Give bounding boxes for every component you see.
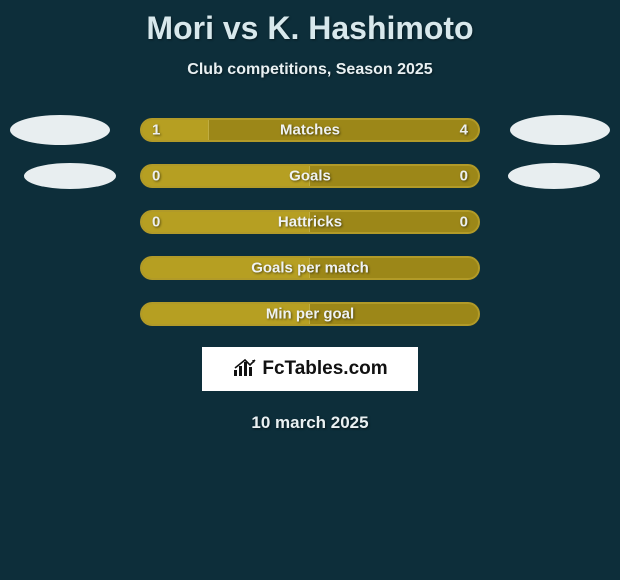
stat-bar-right-fill	[209, 120, 478, 140]
logo-chart-icon	[232, 356, 258, 383]
stat-value-right: 4	[460, 122, 468, 139]
stat-bar-left-fill	[142, 304, 310, 324]
stat-bar-left-fill	[142, 166, 310, 186]
logo-text: FcTables.com	[262, 358, 387, 380]
stat-bar-left-fill	[142, 212, 310, 232]
stat-bar-right-fill	[310, 212, 478, 232]
logo-box: FcTables.com	[202, 347, 418, 391]
stat-value-left: 0	[152, 214, 160, 231]
comparison-rows: 14Matches00Goals00HattricksGoals per mat…	[0, 117, 620, 327]
stat-value-left: 1	[152, 122, 160, 139]
stat-row: 14Matches	[0, 117, 620, 143]
player-avatar-right	[510, 115, 610, 145]
player-avatar-left	[10, 115, 110, 145]
stat-bar-left-fill	[142, 258, 310, 278]
stat-row: 00Hattricks	[0, 209, 620, 235]
stat-value-right: 0	[460, 214, 468, 231]
stat-bar-right-fill	[310, 258, 478, 278]
player-avatar-left	[24, 163, 116, 189]
stat-bar: Goals per match	[140, 256, 480, 280]
stat-bar: 00Goals	[140, 164, 480, 188]
player-avatar-right	[508, 163, 600, 189]
stat-row: 00Goals	[0, 163, 620, 189]
stat-value-left: 0	[152, 168, 160, 185]
date-text: 10 march 2025	[0, 413, 620, 433]
stat-bar: Min per goal	[140, 302, 480, 326]
stat-bar: 00Hattricks	[140, 210, 480, 234]
stat-row: Goals per match	[0, 255, 620, 281]
stat-bar-right-fill	[310, 166, 478, 186]
page-title: Mori vs K. Hashimoto	[0, 0, 620, 47]
stat-value-right: 0	[460, 168, 468, 185]
stat-bar-right-fill	[310, 304, 478, 324]
page-subtitle: Club competitions, Season 2025	[0, 61, 620, 79]
stat-bar: 14Matches	[140, 118, 480, 142]
stat-row: Min per goal	[0, 301, 620, 327]
